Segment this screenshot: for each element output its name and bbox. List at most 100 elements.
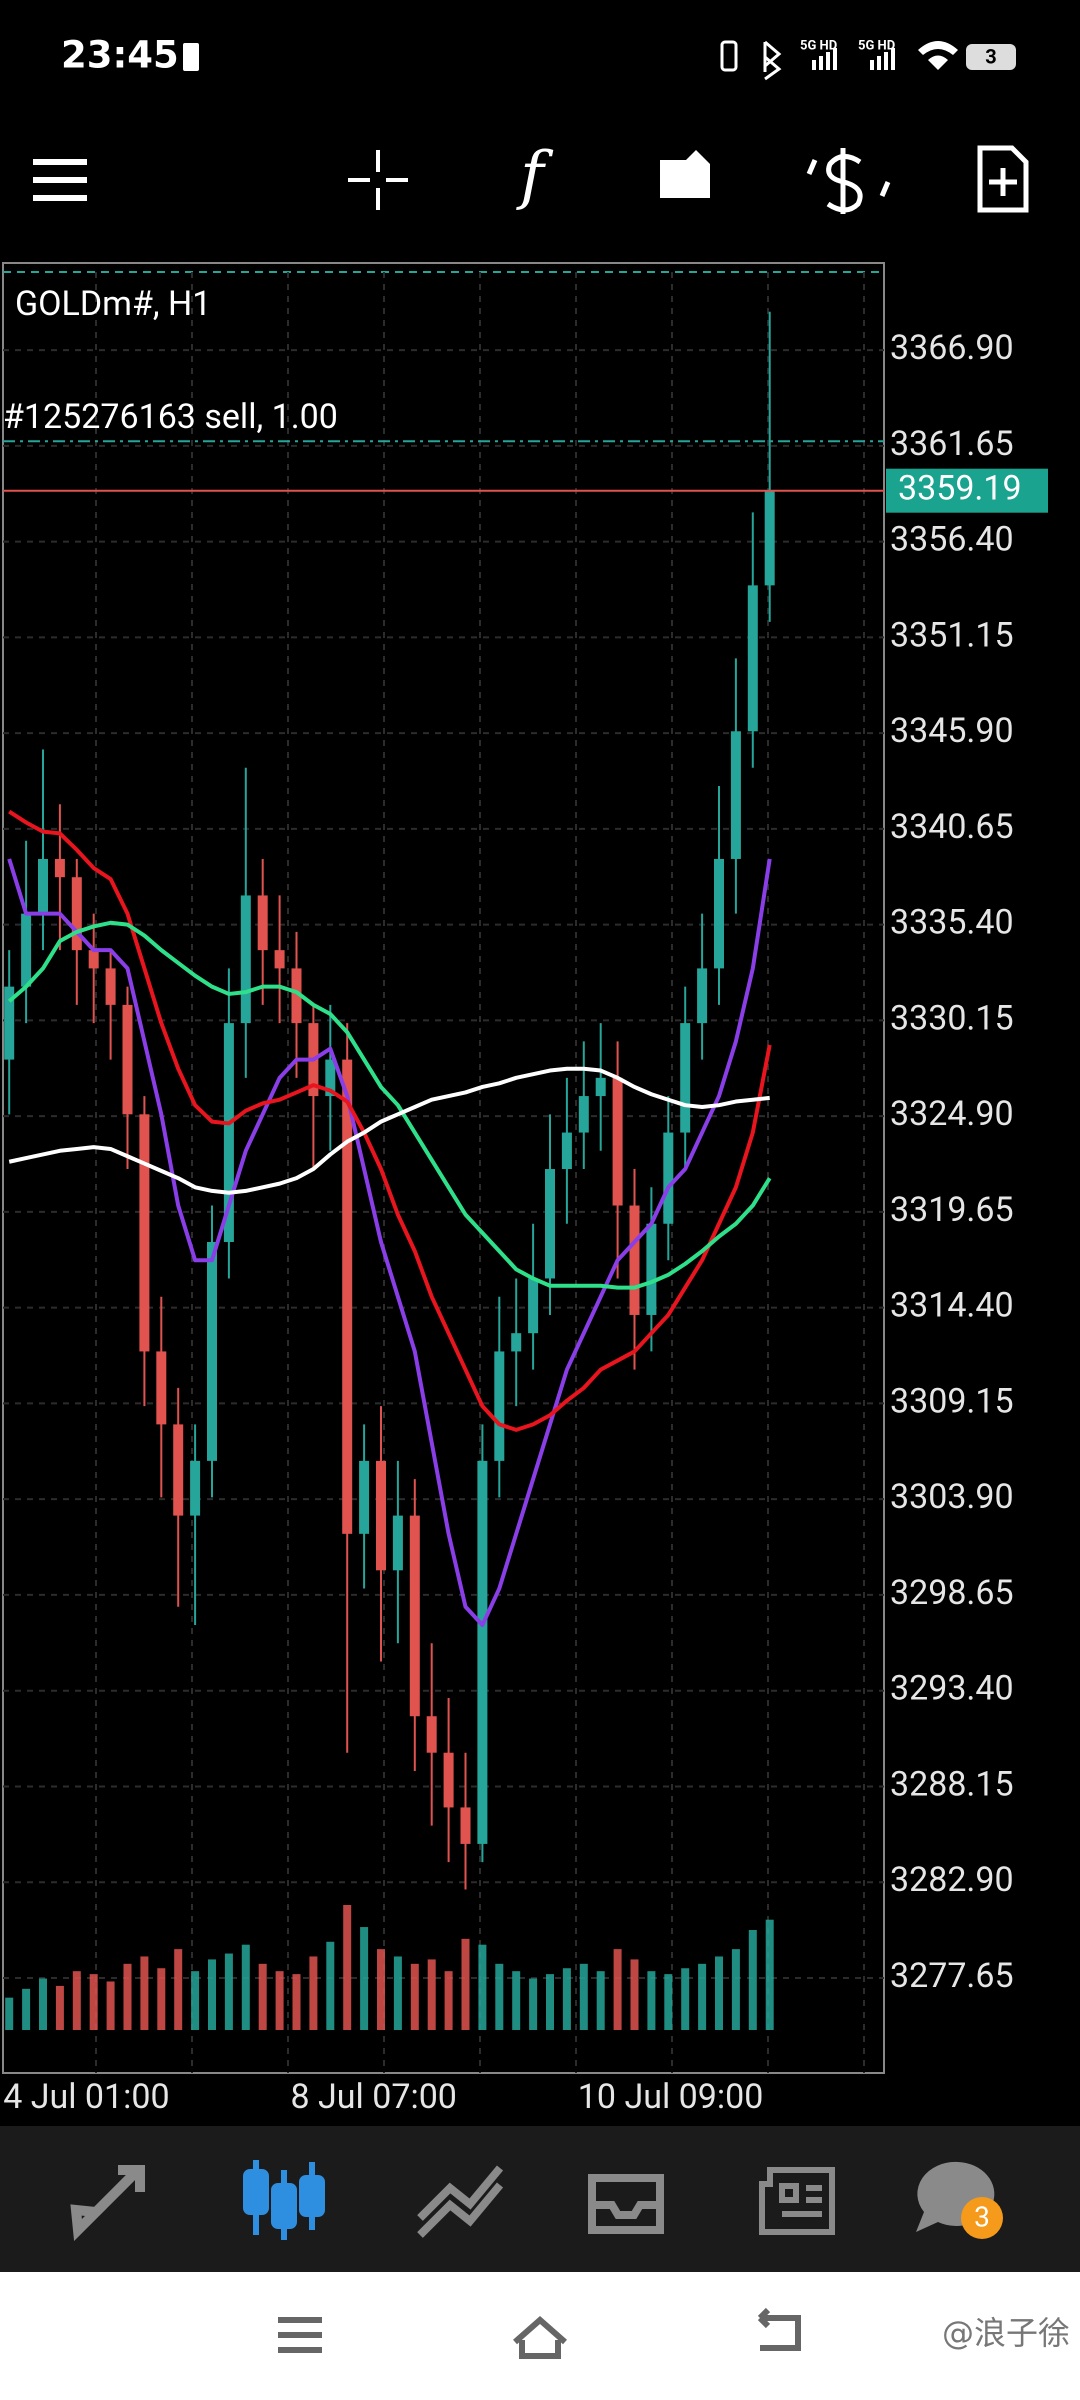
crosshair-button[interactable] bbox=[348, 150, 408, 210]
volume-bar bbox=[309, 1956, 318, 2030]
candle-body bbox=[240, 895, 251, 1024]
chart: 3366.90 3361.65 3356.40 3351.15 3345.90 3340.… bbox=[3, 272, 1048, 2117]
y-tick-label: 3319.65 bbox=[890, 1190, 1014, 1230]
candle-body bbox=[105, 968, 116, 1005]
signal-bar bbox=[877, 56, 881, 70]
candle-body bbox=[274, 950, 285, 969]
volume-bar bbox=[106, 1981, 115, 2030]
signal-bar bbox=[870, 60, 874, 70]
candle-body bbox=[730, 731, 741, 859]
home-button[interactable] bbox=[513, 2316, 567, 2359]
volume-bar bbox=[174, 1949, 183, 2030]
bottom-nav bbox=[0, 2126, 1080, 2272]
trade-tab[interactable] bbox=[417, 2165, 504, 2238]
y-tick-label: 3309.15 bbox=[890, 1381, 1014, 1421]
candle-body bbox=[545, 1169, 555, 1279]
volume-bar bbox=[715, 1956, 723, 2030]
toolbar bbox=[33, 145, 1029, 214]
volume-bar bbox=[562, 1968, 571, 2030]
battery-small-icon bbox=[183, 43, 199, 71]
candle-body bbox=[494, 1351, 505, 1461]
candle-body bbox=[139, 1114, 150, 1352]
y-tick-label: 3277.65 bbox=[890, 1956, 1014, 1996]
candle-body bbox=[359, 1460, 370, 1534]
volume-bar bbox=[478, 1944, 487, 2030]
x-tick-label: 4 Jul 01:00 bbox=[3, 2077, 169, 2117]
candle-body bbox=[646, 1223, 657, 1315]
candle-body bbox=[122, 1004, 133, 1115]
volume-bar bbox=[410, 1963, 419, 2030]
volume-bar bbox=[140, 1956, 149, 2030]
candle-body bbox=[376, 1460, 386, 1571]
candle-body bbox=[663, 1132, 674, 1224]
volume-bar bbox=[731, 1949, 740, 2030]
volume-bar bbox=[39, 1978, 47, 2030]
clock: 23:45 bbox=[61, 34, 179, 77]
volume-bar bbox=[681, 1968, 690, 2030]
bluetooth-icon bbox=[763, 40, 782, 81]
volume-bar bbox=[360, 1927, 369, 2030]
tab-icon-part bbox=[271, 2183, 297, 2229]
volume-bar bbox=[698, 1963, 707, 2030]
candle-body bbox=[764, 490, 775, 586]
trade-button[interactable] bbox=[806, 148, 891, 214]
volume-bar bbox=[664, 1974, 673, 2030]
candle-body bbox=[190, 1460, 201, 1516]
y-tick-label: 3340.65 bbox=[890, 807, 1014, 847]
volume-bar bbox=[191, 1971, 200, 2030]
volume-bar bbox=[748, 1930, 757, 2030]
history-tab[interactable] bbox=[588, 2174, 664, 2234]
candle-body bbox=[578, 1096, 589, 1133]
quotes-tab[interactable] bbox=[70, 2165, 145, 2241]
volume-bar bbox=[5, 1997, 14, 2030]
signal-bar bbox=[891, 48, 895, 70]
y-tick-label: 3303.90 bbox=[890, 1477, 1014, 1517]
candle-body bbox=[4, 986, 15, 1060]
x-tick-label: 8 Jul 07:00 bbox=[291, 2077, 457, 2117]
volume-bar bbox=[292, 1974, 301, 2030]
y-tick-label: 3335.40 bbox=[890, 903, 1014, 943]
network-label: 5G HD bbox=[858, 38, 895, 53]
volume-bar bbox=[224, 1953, 233, 2030]
volume-bar bbox=[512, 1971, 521, 2030]
menu-button[interactable] bbox=[33, 159, 87, 201]
tab-icon-part bbox=[299, 2175, 325, 2217]
y-tick-label: 3366.90 bbox=[890, 328, 1014, 368]
new-order-button[interactable] bbox=[977, 145, 1029, 213]
candle-body bbox=[747, 585, 758, 732]
y-tick-label: 3314.40 bbox=[890, 1286, 1014, 1326]
candle-body bbox=[54, 858, 65, 878]
y-tick-label: 3282.90 bbox=[890, 1860, 1014, 1900]
objects-button[interactable] bbox=[660, 150, 710, 198]
news-tab[interactable] bbox=[759, 2167, 835, 2235]
price-tag-label: 3359.19 bbox=[898, 469, 1022, 509]
candle-body bbox=[71, 877, 82, 951]
y-tick-label: 3293.40 bbox=[890, 1669, 1014, 1709]
chat-badge-count: 3 bbox=[974, 2200, 990, 2233]
candle-body bbox=[680, 1023, 691, 1133]
system-nav bbox=[0, 2272, 1080, 2400]
candle-body bbox=[257, 895, 268, 951]
recents-button[interactable] bbox=[278, 2317, 322, 2353]
volume-bar bbox=[377, 1949, 385, 2030]
moving-average-line bbox=[8, 809, 772, 1432]
back-button[interactable] bbox=[757, 2307, 801, 2351]
moving-average-line bbox=[7, 920, 772, 1290]
chart-tab[interactable] bbox=[243, 2160, 325, 2240]
chat-badge bbox=[961, 2197, 1003, 2239]
volume-bar bbox=[208, 1959, 216, 2030]
volume-bar bbox=[529, 1978, 538, 2030]
y-tick-label: 3361.65 bbox=[890, 424, 1014, 464]
candle-body bbox=[156, 1351, 167, 1425]
network-label: 5G HD bbox=[800, 38, 837, 53]
signal-bar bbox=[833, 48, 837, 70]
volume-bar bbox=[765, 1919, 774, 2030]
volume-bar bbox=[630, 1959, 639, 2030]
watermark: @浪子徐 bbox=[942, 2314, 1070, 2352]
volume-bar bbox=[258, 1963, 267, 2030]
signal-bar bbox=[826, 52, 830, 70]
candle-body bbox=[612, 1077, 623, 1206]
volume-bar bbox=[546, 1974, 554, 2030]
volume-bar bbox=[495, 1963, 504, 2030]
candle-body bbox=[460, 1807, 471, 1844]
